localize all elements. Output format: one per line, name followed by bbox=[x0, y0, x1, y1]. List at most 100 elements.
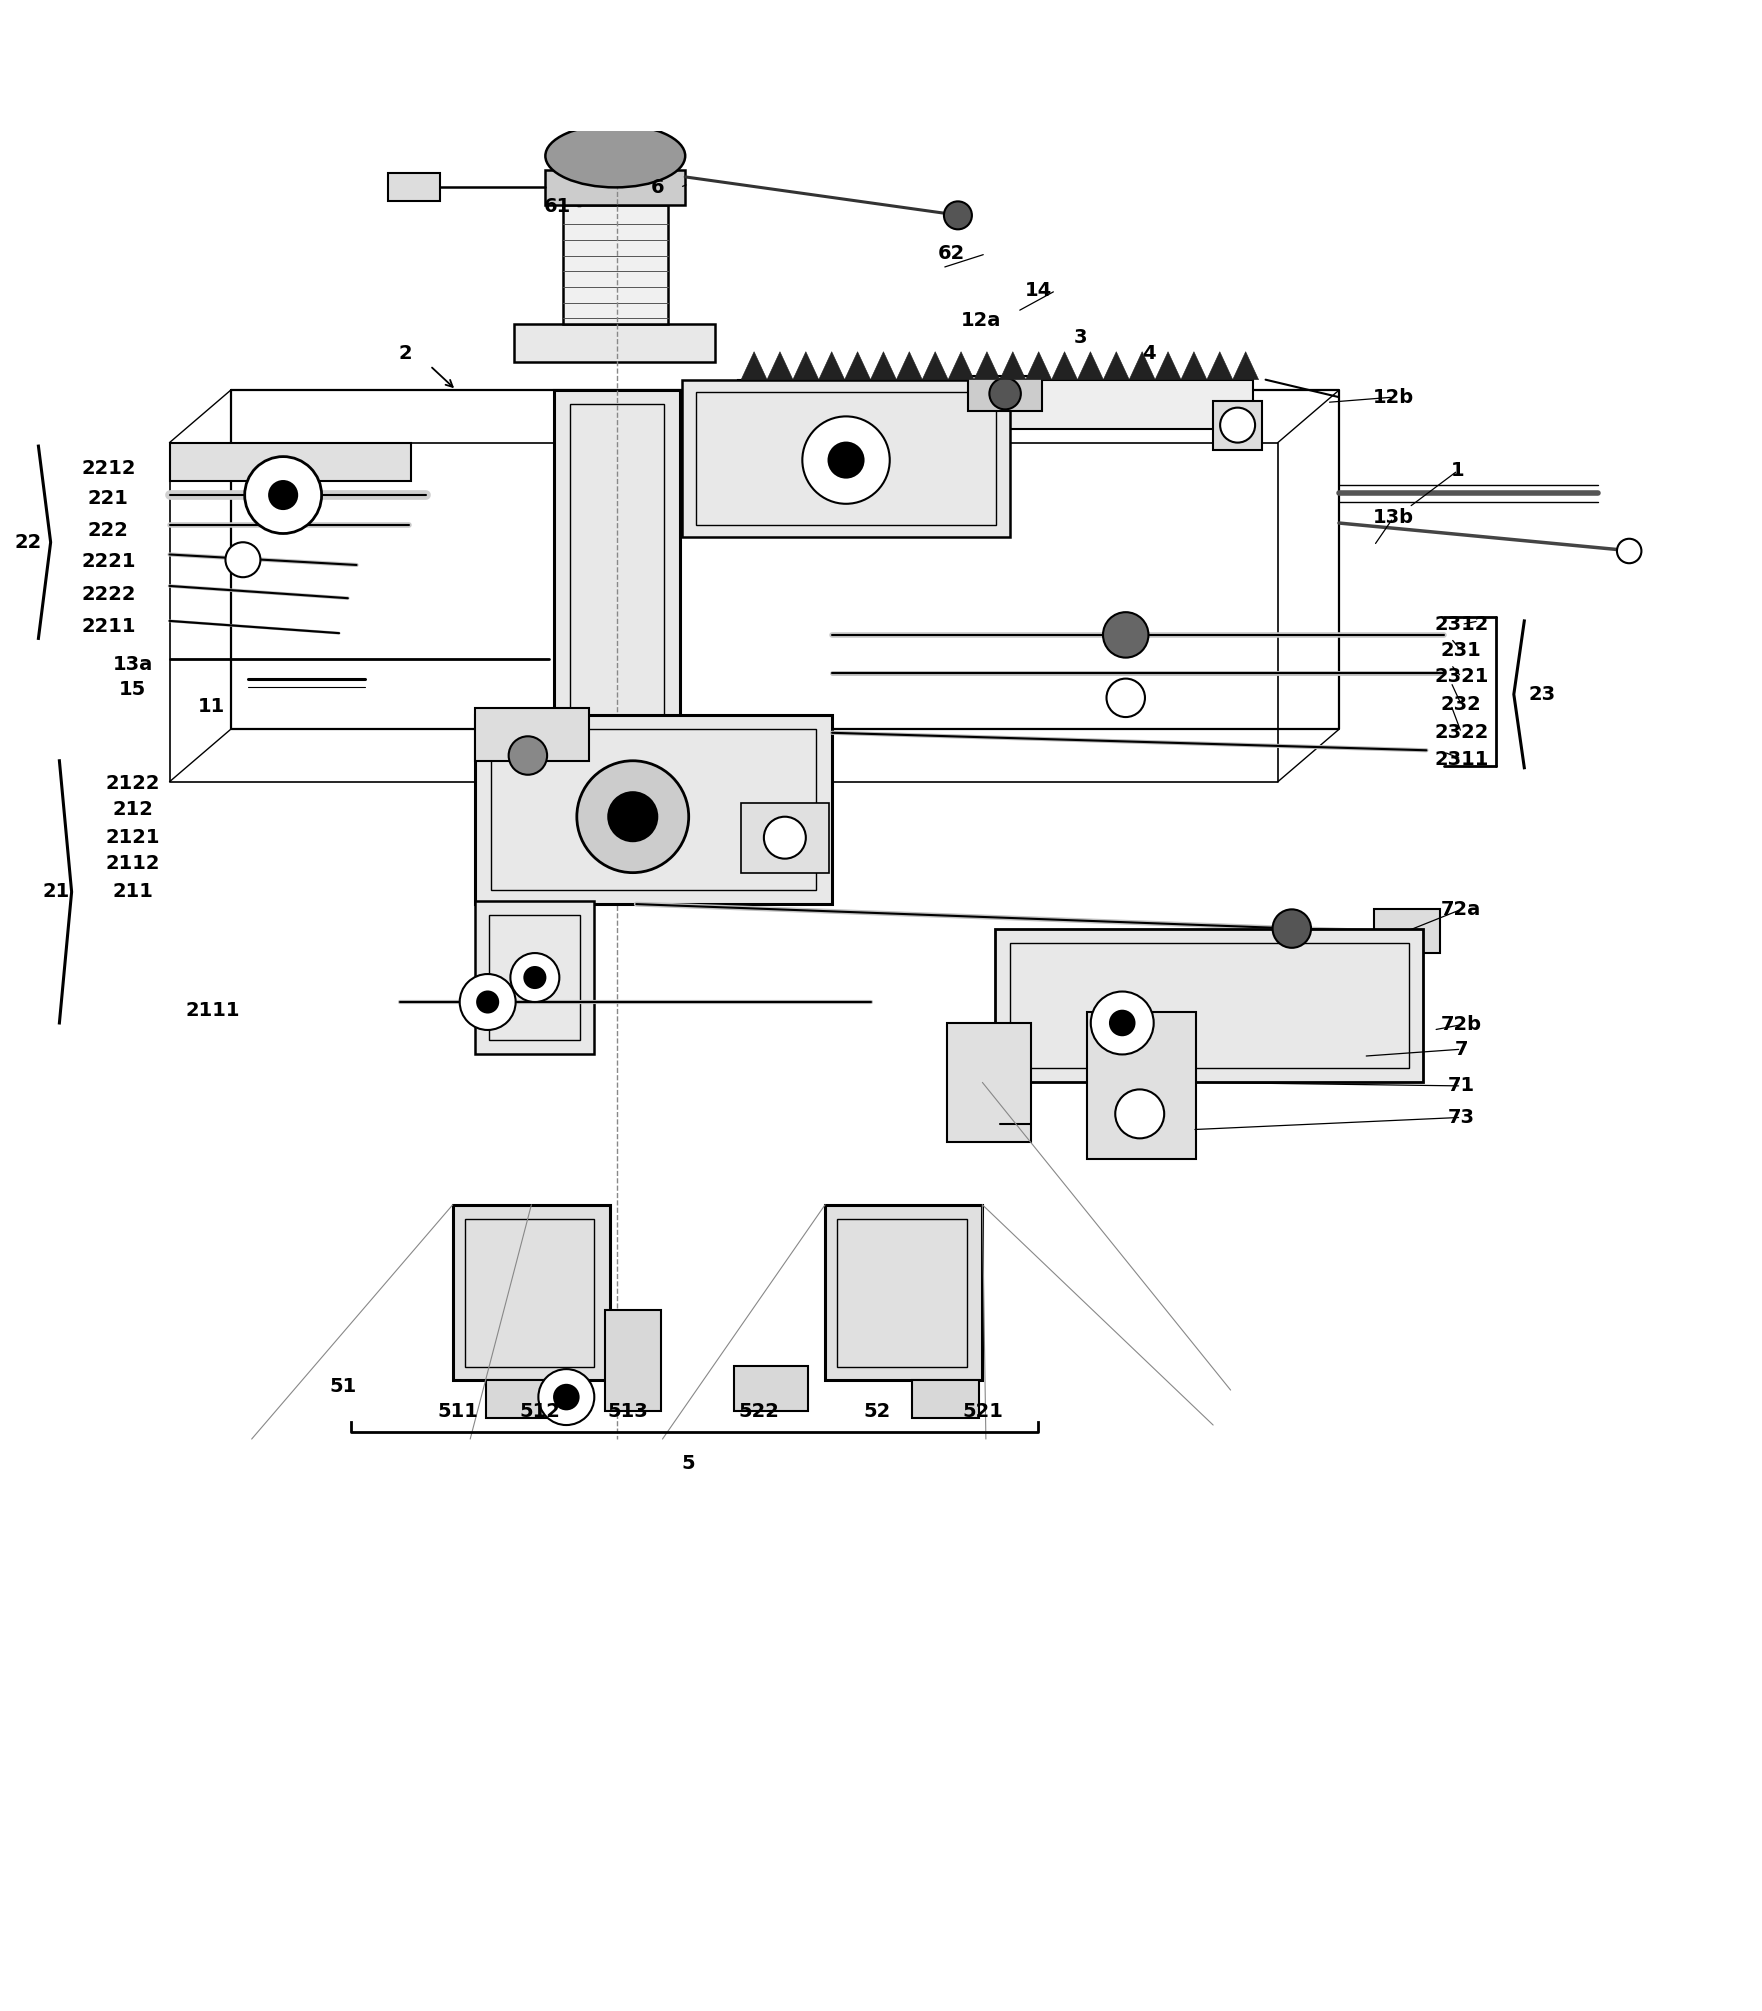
Bar bbox=[492, 730, 816, 891]
Polygon shape bbox=[1129, 352, 1156, 380]
Text: 62: 62 bbox=[937, 243, 964, 263]
Polygon shape bbox=[870, 352, 897, 380]
Polygon shape bbox=[766, 352, 793, 380]
Text: 23: 23 bbox=[1528, 686, 1556, 704]
Text: 521: 521 bbox=[962, 1402, 1003, 1420]
Text: 6: 6 bbox=[650, 177, 664, 197]
Bar bbox=[569, 404, 664, 716]
Circle shape bbox=[1103, 611, 1149, 658]
Circle shape bbox=[765, 816, 805, 859]
Polygon shape bbox=[922, 352, 948, 380]
Bar bbox=[546, 169, 685, 205]
Bar bbox=[562, 205, 668, 324]
Circle shape bbox=[1618, 539, 1642, 563]
Circle shape bbox=[1091, 991, 1154, 1054]
Bar bbox=[490, 915, 580, 1040]
Bar bbox=[515, 324, 715, 362]
Bar bbox=[837, 1219, 967, 1367]
Text: 2121: 2121 bbox=[106, 829, 160, 847]
Text: 522: 522 bbox=[738, 1402, 779, 1420]
Text: 7: 7 bbox=[1455, 1040, 1468, 1058]
Circle shape bbox=[553, 1386, 578, 1410]
Polygon shape bbox=[1078, 352, 1103, 380]
Polygon shape bbox=[948, 352, 974, 380]
Bar bbox=[553, 390, 680, 730]
Polygon shape bbox=[1103, 352, 1129, 380]
Bar bbox=[1010, 943, 1410, 1068]
Circle shape bbox=[511, 953, 559, 1001]
Text: 212: 212 bbox=[113, 800, 153, 818]
Bar bbox=[696, 392, 996, 525]
Text: 2222: 2222 bbox=[81, 585, 136, 603]
Bar bbox=[486, 1380, 552, 1418]
Text: 73: 73 bbox=[1448, 1108, 1475, 1126]
Circle shape bbox=[1107, 678, 1145, 718]
Text: 232: 232 bbox=[1441, 696, 1482, 714]
Text: 52: 52 bbox=[863, 1402, 892, 1420]
Circle shape bbox=[828, 442, 863, 477]
Bar bbox=[913, 1380, 980, 1418]
Text: 2212: 2212 bbox=[81, 459, 136, 479]
Text: 15: 15 bbox=[120, 680, 146, 698]
Text: 2311: 2311 bbox=[1434, 750, 1489, 768]
Text: 2112: 2112 bbox=[106, 855, 160, 873]
Text: 2221: 2221 bbox=[81, 551, 136, 571]
Text: 4: 4 bbox=[1142, 344, 1156, 362]
Polygon shape bbox=[742, 352, 766, 380]
Circle shape bbox=[270, 481, 298, 509]
Text: 512: 512 bbox=[520, 1402, 560, 1420]
Text: 2: 2 bbox=[398, 344, 412, 362]
Text: 511: 511 bbox=[437, 1402, 479, 1420]
Text: 211: 211 bbox=[113, 883, 153, 901]
Text: 22: 22 bbox=[14, 533, 42, 551]
Polygon shape bbox=[1233, 352, 1258, 380]
Circle shape bbox=[509, 736, 548, 774]
Text: 11: 11 bbox=[197, 698, 226, 716]
Bar bbox=[453, 1205, 610, 1380]
Circle shape bbox=[1115, 1090, 1165, 1138]
Text: 12a: 12a bbox=[960, 312, 1001, 330]
Bar bbox=[682, 380, 1010, 537]
Bar bbox=[388, 173, 440, 201]
Circle shape bbox=[576, 760, 689, 873]
Bar bbox=[1087, 1012, 1196, 1158]
Bar bbox=[948, 1024, 1031, 1142]
Text: 231: 231 bbox=[1441, 642, 1482, 660]
Text: 14: 14 bbox=[1025, 282, 1052, 300]
Polygon shape bbox=[974, 352, 999, 380]
Text: 2312: 2312 bbox=[1434, 615, 1489, 633]
Text: 513: 513 bbox=[608, 1402, 648, 1420]
Bar bbox=[604, 1309, 661, 1412]
Bar bbox=[742, 802, 828, 873]
Text: 2122: 2122 bbox=[106, 774, 160, 792]
Circle shape bbox=[525, 967, 546, 987]
Circle shape bbox=[990, 378, 1020, 410]
Ellipse shape bbox=[546, 125, 685, 187]
Bar bbox=[476, 901, 594, 1054]
Bar bbox=[1214, 400, 1262, 450]
Polygon shape bbox=[1181, 352, 1207, 380]
Circle shape bbox=[226, 543, 261, 577]
Circle shape bbox=[944, 201, 973, 229]
Bar bbox=[825, 1205, 983, 1380]
Circle shape bbox=[1272, 909, 1311, 947]
Bar bbox=[735, 1365, 807, 1412]
Text: 71: 71 bbox=[1448, 1076, 1475, 1096]
Circle shape bbox=[1219, 408, 1255, 442]
Circle shape bbox=[245, 456, 322, 533]
Bar bbox=[738, 380, 1253, 428]
Text: 5: 5 bbox=[682, 1454, 696, 1472]
Bar bbox=[465, 1219, 594, 1367]
Text: 72a: 72a bbox=[1441, 899, 1482, 919]
Text: 72b: 72b bbox=[1441, 1016, 1482, 1034]
Circle shape bbox=[608, 792, 657, 841]
Text: 51: 51 bbox=[329, 1378, 356, 1396]
Circle shape bbox=[460, 973, 516, 1030]
Polygon shape bbox=[1156, 352, 1181, 380]
Text: 2322: 2322 bbox=[1434, 724, 1489, 742]
Polygon shape bbox=[999, 352, 1025, 380]
Polygon shape bbox=[819, 352, 844, 380]
Bar bbox=[476, 716, 832, 905]
Polygon shape bbox=[897, 352, 922, 380]
Polygon shape bbox=[1207, 352, 1233, 380]
